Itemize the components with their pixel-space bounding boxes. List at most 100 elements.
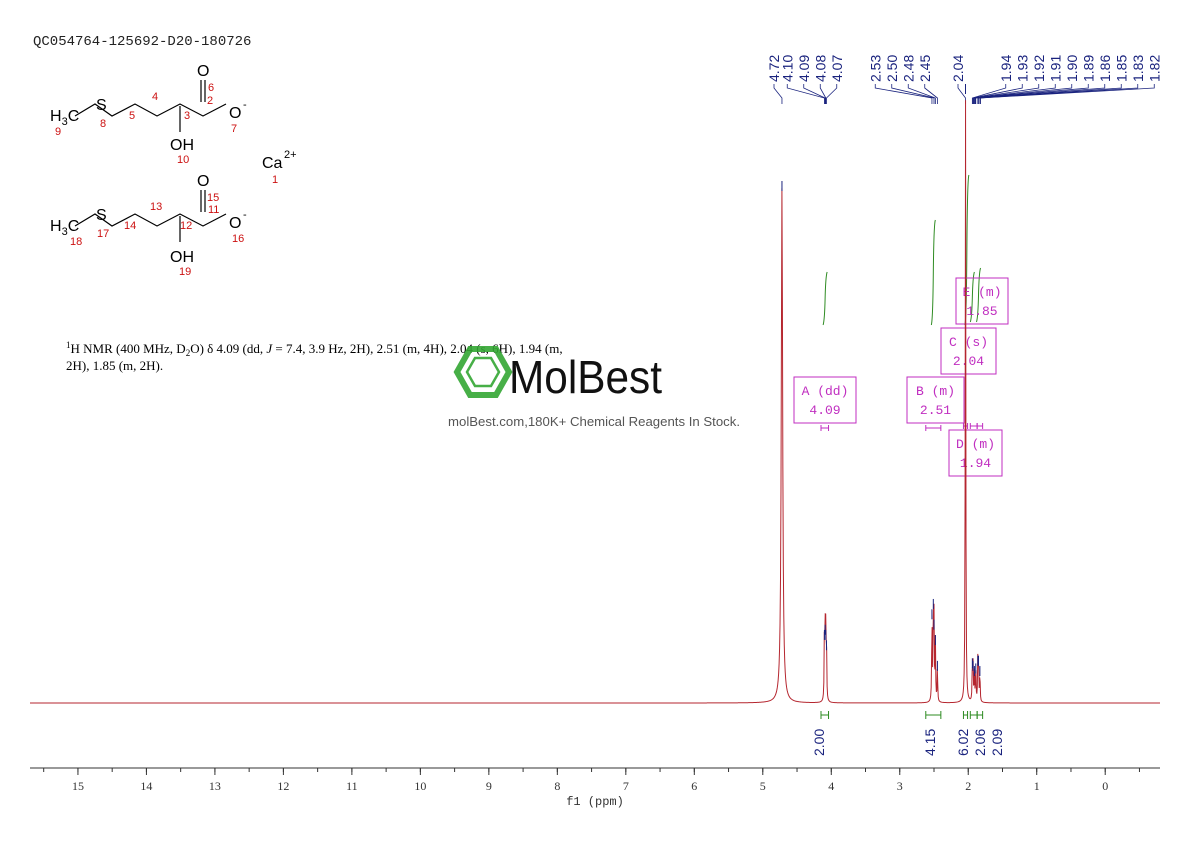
peak-label-leader bbox=[826, 84, 838, 104]
multiplet-label: C (s) bbox=[949, 335, 988, 350]
integral-curve bbox=[822, 271, 828, 326]
mol2-h3c: H3C bbox=[50, 218, 79, 238]
multiplet-box-c: C (s) 2.04 bbox=[940, 327, 997, 429]
x-tick-label: 3 bbox=[897, 779, 903, 793]
peak-label: 1.89 bbox=[1080, 55, 1096, 82]
multiplet-label: D (m) bbox=[956, 437, 995, 452]
mol2-num-13: 13 bbox=[150, 201, 162, 213]
x-tick-label: 10 bbox=[414, 779, 426, 793]
peak-label: 1.83 bbox=[1130, 55, 1146, 82]
peak-label-leader bbox=[874, 84, 933, 104]
peak-label: 2.45 bbox=[917, 55, 933, 82]
peak-label: 1.93 bbox=[1014, 55, 1030, 82]
integral-value: 2.00 bbox=[811, 729, 827, 756]
peak-label-leader bbox=[891, 84, 935, 104]
x-tick-label: 0 bbox=[1102, 779, 1108, 793]
multiplet-box-frame bbox=[955, 277, 1009, 325]
mol1-num-8: 8 bbox=[100, 118, 106, 130]
integral-curve bbox=[930, 219, 936, 326]
peak-label-leader bbox=[971, 84, 1007, 104]
mol2-num-14: 14 bbox=[124, 220, 136, 232]
mol2-num-18: 18 bbox=[70, 236, 82, 248]
multiplet-box-e: E (m) 1.85 bbox=[955, 277, 1009, 429]
multiplet-range-bracket bbox=[925, 425, 942, 431]
integral-range-bracket bbox=[976, 711, 984, 719]
mol2-o-minus: O bbox=[229, 215, 241, 232]
nmr-description-line-1: 1H NMR (400 MHz, D2O) δ 4.09 (dd, J = 7.… bbox=[66, 340, 563, 358]
multiplet-shift: 4.09 bbox=[809, 403, 840, 418]
integral-values: 2.00 4.15 6.02 2.06 2.09 bbox=[811, 711, 1005, 756]
mol1-num-4: 4 bbox=[152, 91, 158, 103]
multiplet-label: E (m) bbox=[962, 285, 1001, 300]
peak-label-leader bbox=[819, 84, 827, 104]
mol1-h3c: H3C bbox=[50, 108, 79, 128]
x-tick-label: 13 bbox=[209, 779, 221, 793]
peak-label: 1.92 bbox=[1031, 55, 1047, 82]
peak-label: 4.07 bbox=[829, 55, 845, 82]
multiplet-box-frame bbox=[948, 429, 1003, 477]
multiplet-box-frame bbox=[793, 376, 857, 424]
molbest-watermark: MolBest molBest.com,180K+ Chemical Reage… bbox=[448, 346, 740, 429]
peak-label: 4.08 bbox=[812, 55, 828, 82]
mol2-num-12: 12 bbox=[180, 220, 192, 232]
x-axis-label: f1 (ppm) bbox=[566, 795, 624, 809]
x-tick-label: 12 bbox=[277, 779, 289, 793]
svg-text:1: 1 bbox=[272, 174, 278, 186]
multiplet-label: A (dd) bbox=[802, 384, 849, 399]
mol2-oh: OH bbox=[170, 249, 194, 266]
spectrum-line bbox=[30, 100, 1160, 704]
multiplet-shift: 1.85 bbox=[966, 304, 997, 319]
x-tick-label: 14 bbox=[140, 779, 152, 793]
peak-label-leader bbox=[786, 84, 825, 104]
nmr-description: 1H NMR (400 MHz, D2O) δ 4.09 (dd, J = 7.… bbox=[66, 340, 563, 373]
peak-label-leader bbox=[803, 84, 826, 104]
mol1-num-7: 7 bbox=[231, 123, 237, 135]
peak-label-leader bbox=[980, 84, 1155, 104]
peak-label-leader bbox=[975, 84, 1089, 104]
peak-label-leader bbox=[977, 84, 1106, 104]
x-tick-label: 2 bbox=[965, 779, 971, 793]
calcium-ion: Ca 2+ 1 bbox=[262, 149, 297, 186]
mol1-num-2: 2 bbox=[207, 95, 213, 107]
peak-label-leader bbox=[773, 84, 783, 104]
multiplet-box-a: A (dd) 4.09 bbox=[793, 376, 857, 431]
integral-range-bracket bbox=[969, 711, 978, 719]
mol2-num-11: 11 bbox=[208, 204, 219, 216]
watermark-tagline: molBest.com,180K+ Chemical Reagents In S… bbox=[448, 415, 740, 429]
peak-label: 1.94 bbox=[998, 55, 1014, 82]
peak-label: 1.82 bbox=[1146, 55, 1162, 82]
integral-range-bracket bbox=[820, 711, 830, 719]
x-axis: 15 14 13 12 11 10 9 8 7 6 5 4 3 2 1 0 bbox=[30, 767, 1160, 793]
peak-label: 1.91 bbox=[1047, 55, 1063, 82]
multiplet-range-bracket bbox=[820, 425, 830, 431]
structure-molecule-2: H3C S OH O O - 18 17 14 13 12 11 15 16 1… bbox=[50, 173, 247, 278]
peak-label-leader bbox=[924, 84, 938, 104]
x-tick-label: 9 bbox=[486, 779, 492, 793]
mol1-o-minus: O bbox=[229, 105, 241, 122]
peak-label-leader bbox=[972, 84, 1023, 104]
mol2-o-top: O bbox=[197, 173, 209, 190]
multiplet-box-frame bbox=[940, 327, 997, 375]
peak-label: 1.90 bbox=[1064, 55, 1080, 82]
x-tick-label: 5 bbox=[760, 779, 766, 793]
sample-id: QC054764-125692-D20-180726 bbox=[33, 34, 251, 50]
peak-label-leader bbox=[979, 84, 1139, 104]
peak-label: 4.10 bbox=[779, 55, 795, 82]
mol1-num-3: 3 bbox=[184, 110, 190, 122]
mol2-num-17: 17 bbox=[97, 228, 109, 240]
svg-text:Ca: Ca bbox=[262, 155, 283, 172]
multiplet-shift: 2.51 bbox=[920, 403, 951, 418]
peak-label: 2.50 bbox=[884, 55, 900, 82]
multiplet-range-bracket bbox=[976, 423, 984, 429]
integral-value: 6.02 bbox=[955, 729, 971, 756]
peak-label: 2.48 bbox=[900, 55, 916, 82]
integral-value: 2.09 bbox=[989, 729, 1005, 756]
x-tick-label: 11 bbox=[346, 779, 358, 793]
peak-label: 4.09 bbox=[796, 55, 812, 82]
benzene-logo-icon bbox=[453, 346, 513, 398]
mol2-num-19: 19 bbox=[179, 266, 191, 278]
peak-label-leader bbox=[974, 84, 1056, 104]
peak-labels: 4.724.10 4.09 4.08 4.07 2.53 2.50 2.48 2.45 2.04… bbox=[766, 55, 1162, 104]
watermark-brand: MolBest bbox=[509, 351, 662, 403]
